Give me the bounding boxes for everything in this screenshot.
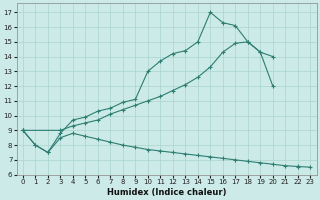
X-axis label: Humidex (Indice chaleur): Humidex (Indice chaleur) [107,188,226,197]
